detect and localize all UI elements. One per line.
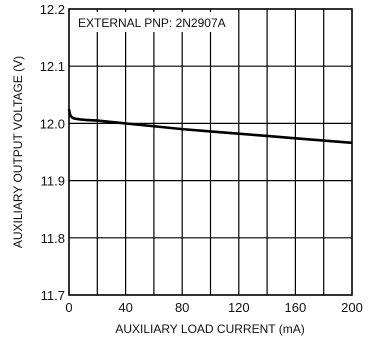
y-axis-title: AUXILIARY OUTPUT VOLTAGE (V)	[11, 56, 25, 248]
x-tick-label: 40	[118, 300, 132, 315]
tick-labels: 0 40 80 120 160 200 11.7 11.8 11.9 12.0 12.1 12.2	[40, 2, 363, 315]
x-tick-label: 200	[341, 300, 363, 315]
x-tick-label: 0	[65, 300, 72, 315]
chart-annotation: EXTERNAL PNP: 2N2907A	[78, 16, 226, 30]
plot-border	[68, 8, 353, 296]
series-line	[67, 108, 353, 145]
x-tick-label: 160	[285, 300, 307, 315]
y-tick-label: 12.0	[40, 116, 65, 131]
y-tick-label: 12.2	[40, 2, 65, 17]
grid	[69, 9, 352, 295]
plot-frame	[68, 8, 353, 296]
y-tick-label: 11.9	[41, 174, 65, 189]
y-tick-label: 11.7	[41, 288, 65, 303]
x-tick-label: 120	[228, 300, 250, 315]
annotation-background	[74, 12, 234, 32]
y-tick-label: 12.1	[40, 59, 65, 74]
x-axis-title: AUXILIARY LOAD CURRENT (mA)	[115, 322, 304, 336]
y-tick-label: 11.8	[41, 231, 65, 246]
x-tick-label: 80	[175, 300, 189, 315]
series-layer	[67, 108, 353, 145]
